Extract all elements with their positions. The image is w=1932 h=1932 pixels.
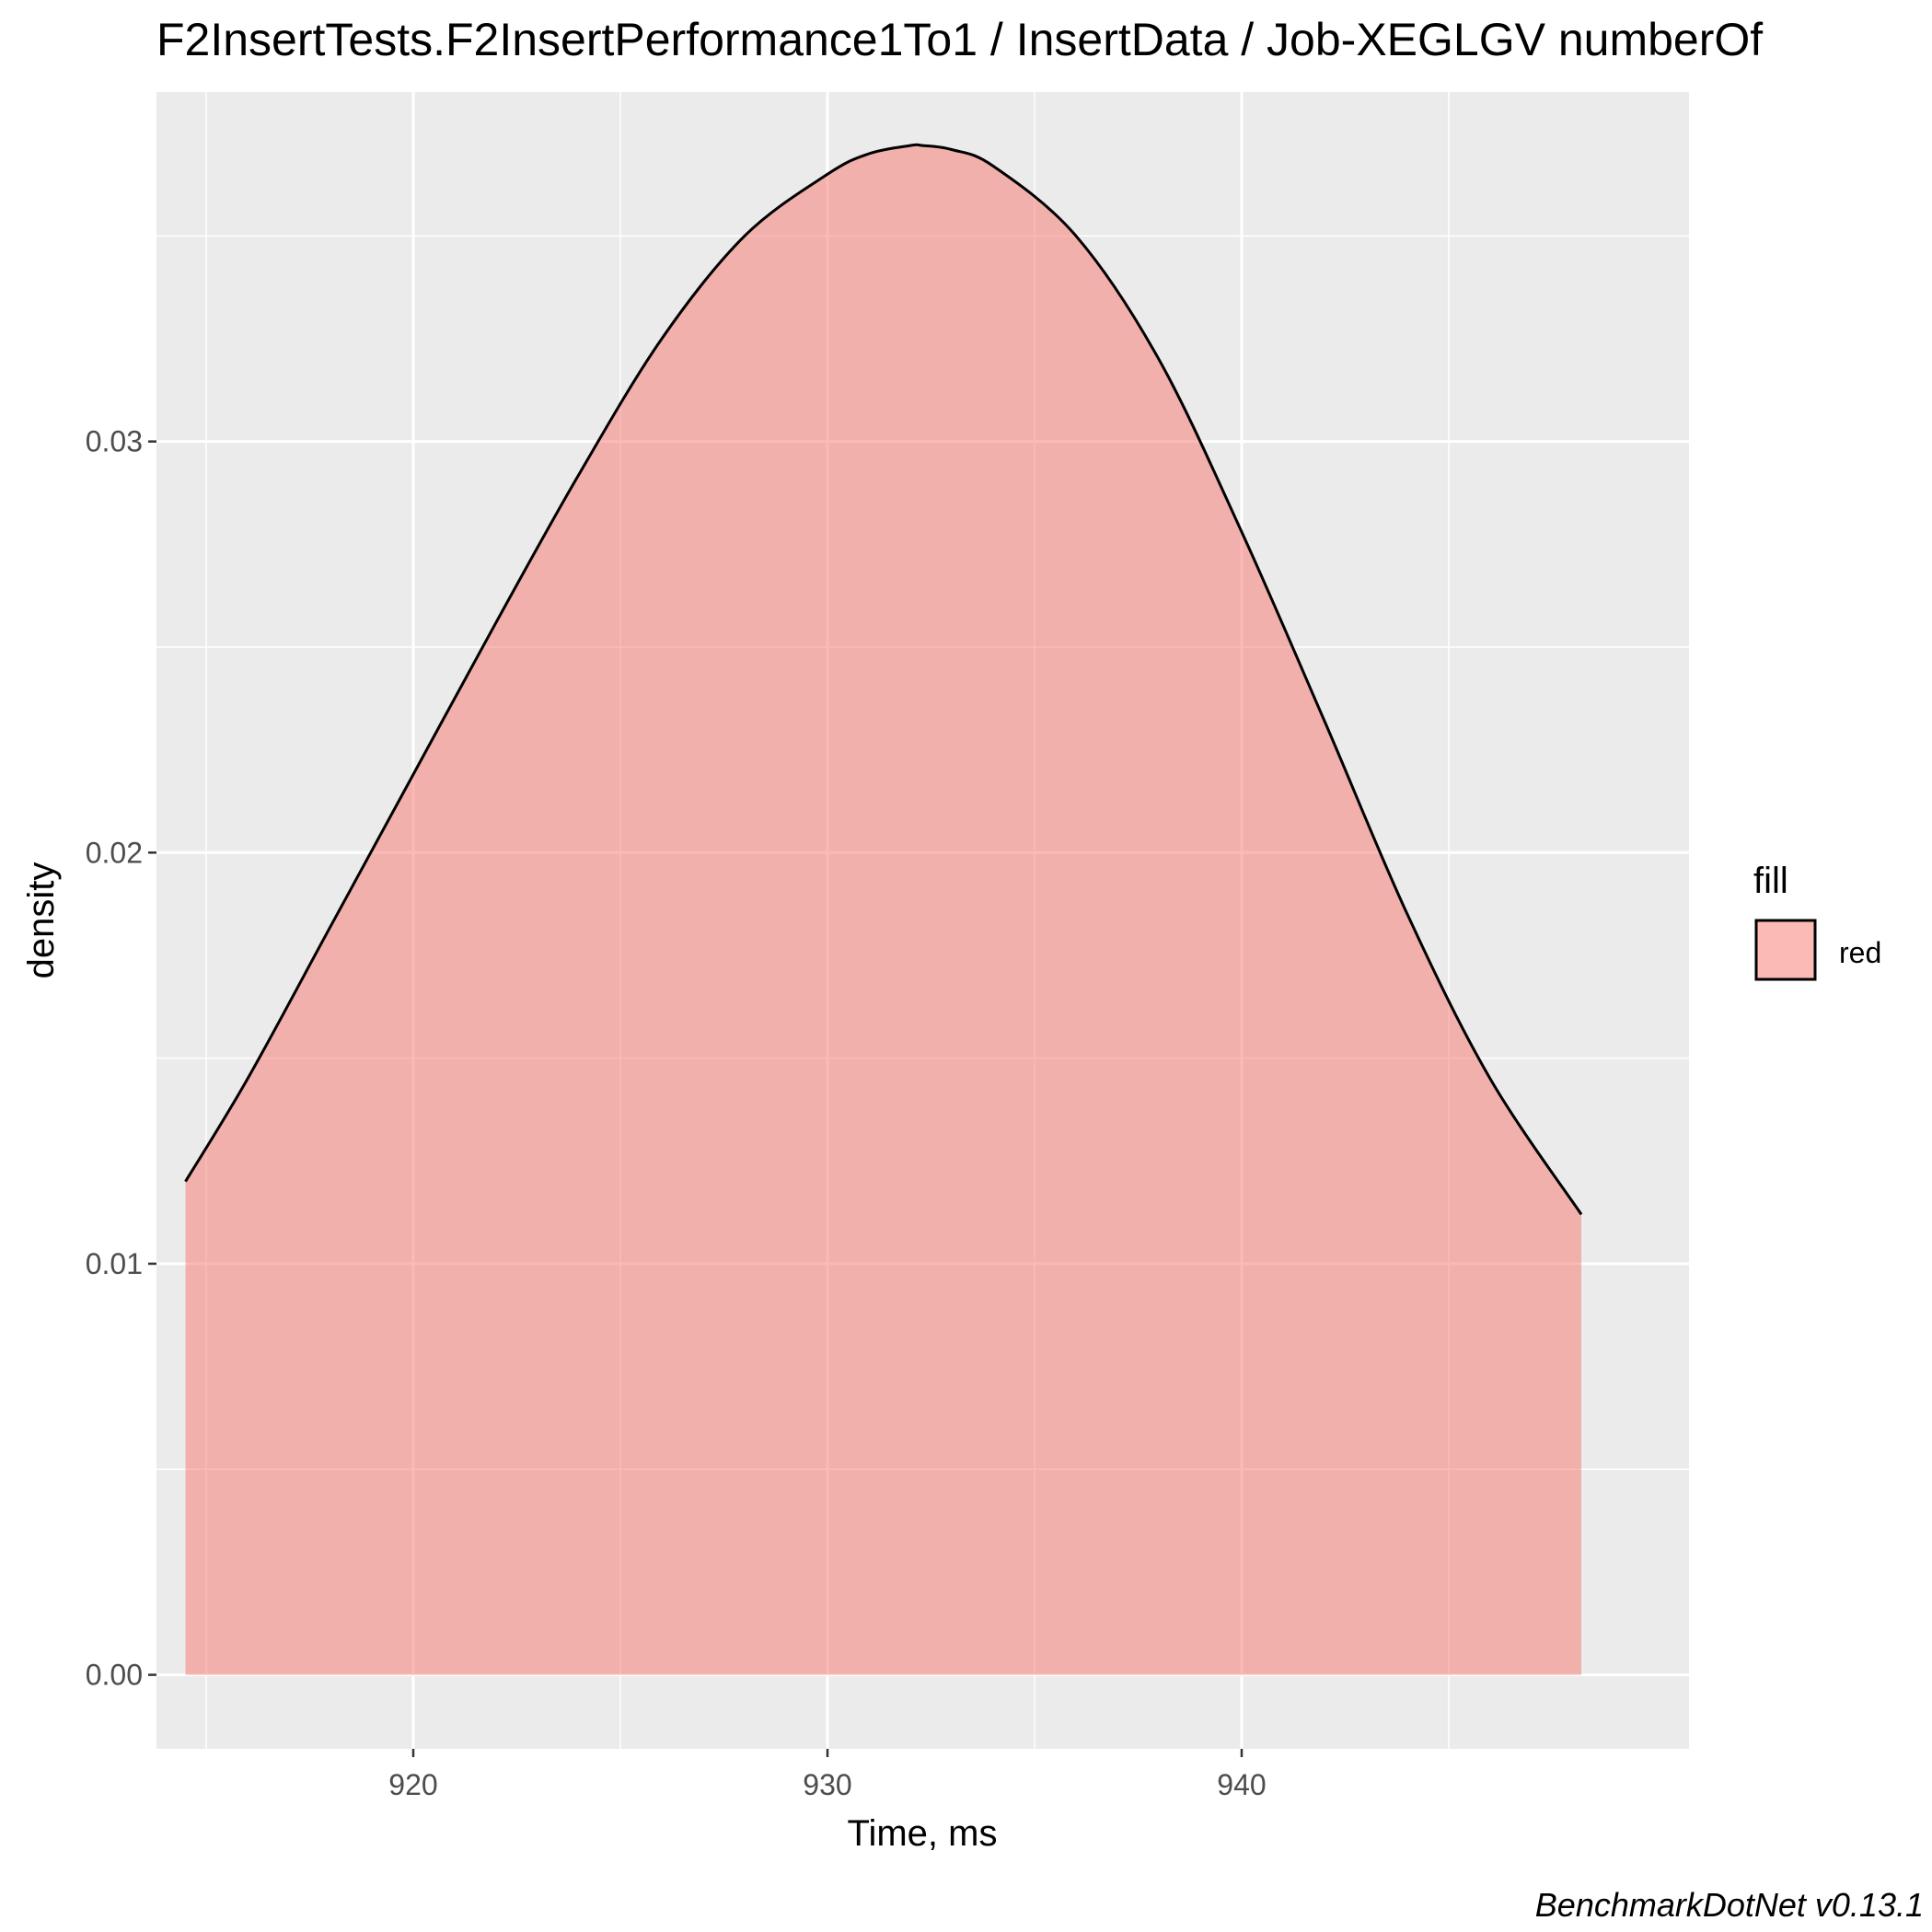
- caption: BenchmarkDotNet v0.13.1: [1535, 1886, 1924, 1924]
- y-tick-label: 0.02: [86, 836, 143, 869]
- density-series: [184, 143, 1583, 1675]
- x-tick-label: 940: [1217, 1768, 1266, 1801]
- chart-title: F2InsertTests.F2InsertPerformance1To1 / …: [156, 14, 1763, 65]
- y-tick-label: 0.01: [86, 1247, 143, 1280]
- x-axis: 920 930 940: [388, 1749, 1267, 1801]
- legend-key-red: [1754, 919, 1817, 981]
- legend-title: fill: [1753, 861, 1788, 901]
- x-tick-label: 930: [803, 1768, 851, 1801]
- y-tick-label: 0.00: [86, 1659, 143, 1692]
- density-line: [184, 143, 1583, 1216]
- y-tick-label: 0.03: [86, 425, 143, 458]
- legend-label-red: red: [1839, 936, 1881, 969]
- y-axis: 0.00 0.01 0.02 0.03: [86, 425, 156, 1692]
- x-axis-title: Time, ms: [848, 1813, 998, 1854]
- density-area: [185, 145, 1581, 1675]
- y-axis-title: density: [21, 862, 62, 979]
- legend: fill red: [1753, 861, 1881, 981]
- x-tick-label: 920: [388, 1768, 437, 1801]
